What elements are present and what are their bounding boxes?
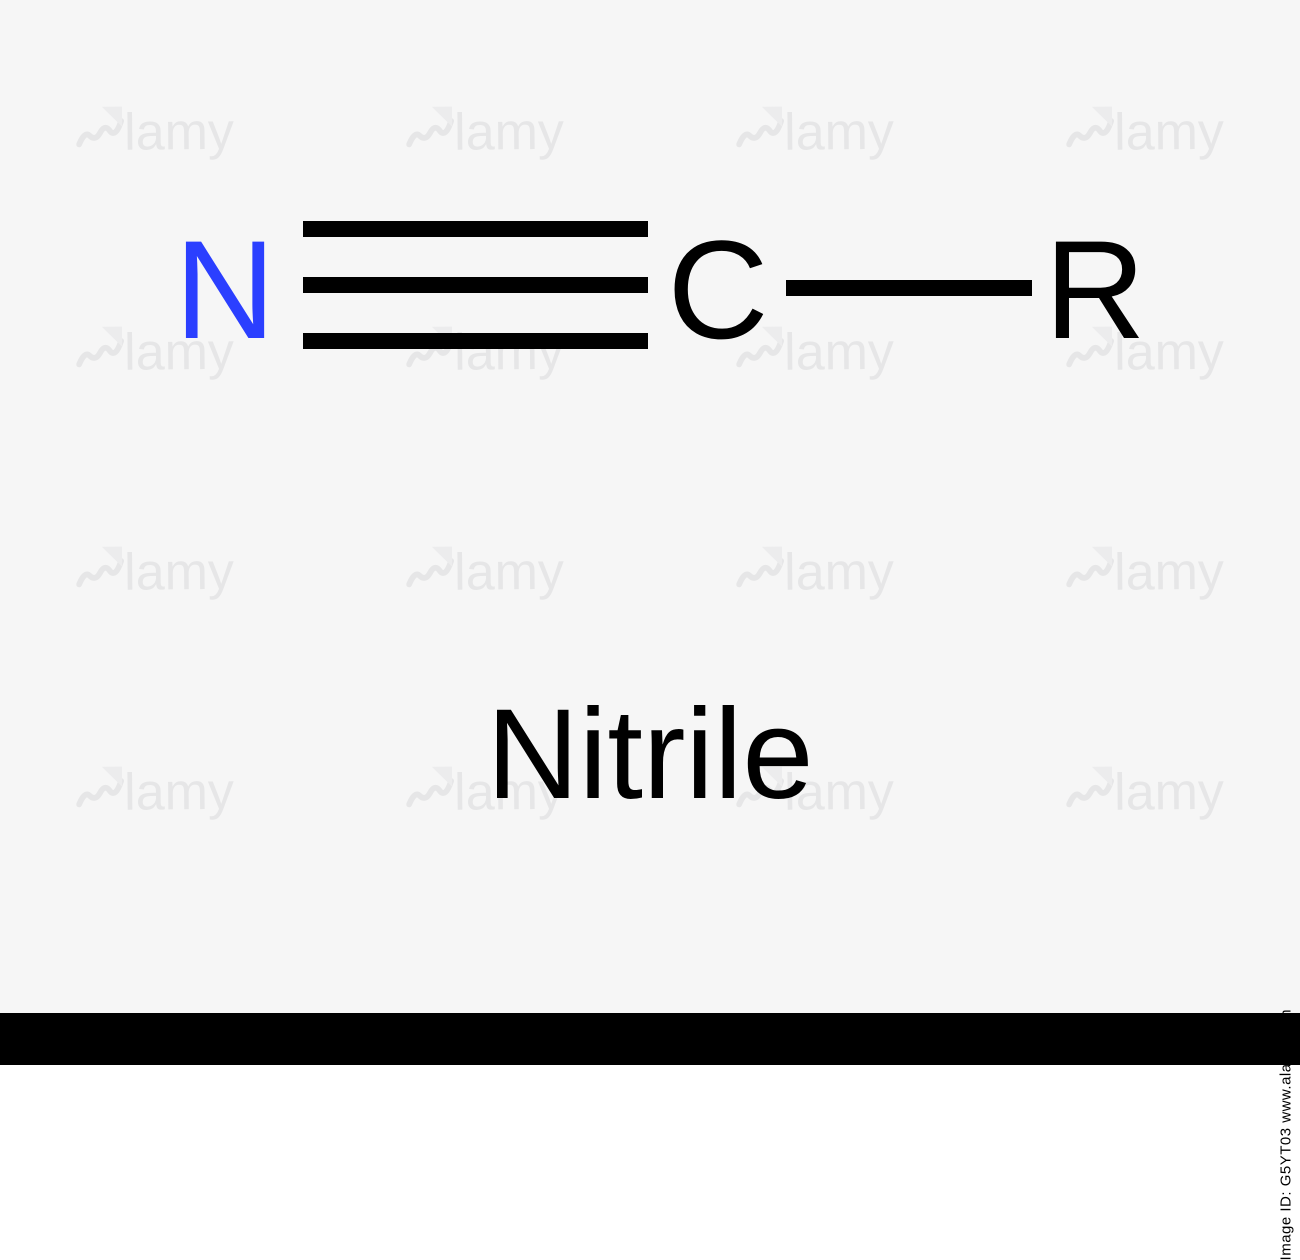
watermark-text: lamy (1114, 103, 1224, 162)
watermark-text: lamy (454, 103, 564, 162)
watermark-text: lamy (454, 323, 564, 382)
watermark-text: lamy (124, 763, 234, 822)
watermark: lamy (76, 541, 234, 599)
watermark-text: lamy (784, 103, 894, 162)
watermark: lamy (1066, 541, 1224, 599)
corner-code: Image ID: G5YT03 www.alamy.com (1277, 1009, 1294, 1260)
watermark: lamy (1066, 761, 1224, 819)
watermark: lamy (1066, 101, 1224, 159)
watermark: lamy (406, 101, 564, 159)
bottom-bar (0, 1013, 1300, 1065)
watermark-text: lamy (784, 323, 894, 382)
watermark-text: lamy (1114, 763, 1224, 822)
atom-C: C (667, 220, 768, 360)
watermark: lamy (406, 321, 564, 379)
bond-C-R (786, 280, 1032, 296)
watermark: lamy (76, 101, 234, 159)
atom-R: R (1044, 220, 1145, 360)
watermark-text: lamy (124, 543, 234, 602)
watermark: lamy (406, 541, 564, 599)
watermark-text: lamy (454, 543, 564, 602)
watermark-text: lamy (124, 103, 234, 162)
watermark-text: lamy (784, 543, 894, 602)
watermark: lamy (736, 101, 894, 159)
atom-N: N (174, 220, 275, 360)
watermark: lamy (76, 761, 234, 819)
watermark: lamy (736, 541, 894, 599)
watermark-text: lamy (1114, 543, 1224, 602)
structure-title: Nitrile (486, 691, 813, 819)
diagram-canvas: lamy lamy lamy lamy lamy lamy lamy lamy … (0, 0, 1300, 1065)
bond-N-C (303, 221, 648, 237)
bond-N-C (303, 277, 648, 293)
bond-N-C (303, 333, 648, 349)
